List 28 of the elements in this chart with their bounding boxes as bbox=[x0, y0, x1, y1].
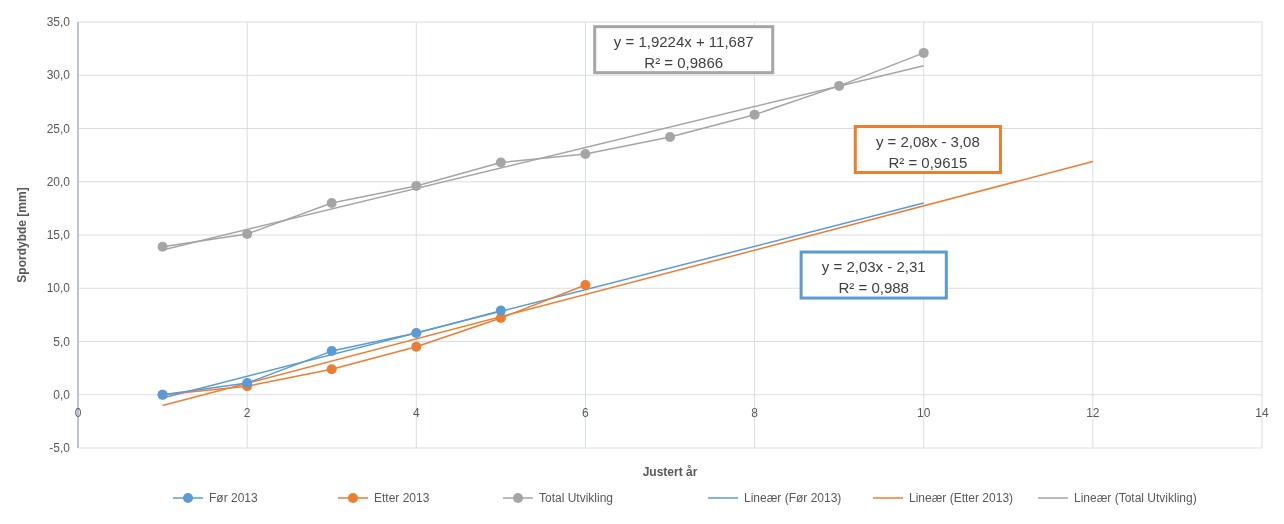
y-tick-label: -5,0 bbox=[49, 441, 71, 456]
legend-label: Total Utvikling bbox=[539, 491, 614, 506]
y-tick-label: 5,0 bbox=[53, 334, 71, 349]
x-tick-label: 10 bbox=[917, 405, 931, 420]
y-tick-label: 10,0 bbox=[46, 281, 71, 296]
x-tick-label: 6 bbox=[582, 405, 590, 420]
y-tick-label: 20,0 bbox=[46, 174, 71, 189]
annotation: y = 2,08x - 3,08 R² = 0,9615 bbox=[875, 132, 980, 171]
x-tick-label: 4 bbox=[412, 405, 420, 420]
legend-label: Før 2013 bbox=[209, 491, 259, 506]
annotation: y = 1,9224x + 11,687 R² = 0,9866 bbox=[613, 32, 754, 71]
legend-label: Lineær (Før 2013) bbox=[744, 491, 842, 506]
x-tick-label: 8 bbox=[751, 405, 759, 420]
x-tick-label: 12 bbox=[1086, 405, 1100, 420]
x-axis-title: Justert år bbox=[642, 465, 698, 479]
legend-label: Lineær (Total Utvikling) bbox=[1074, 491, 1197, 506]
y-axis-title: Spordybde [mm] bbox=[15, 187, 29, 283]
legend-label: Lineær (Etter 2013) bbox=[909, 491, 1014, 506]
y-tick-label: 35,0 bbox=[46, 15, 71, 30]
legend-label: Etter 2013 bbox=[374, 491, 430, 506]
y-tick-label: 0,0 bbox=[53, 387, 71, 402]
annotation: y = 2,03x - 2,31 R² = 0,988 bbox=[821, 258, 926, 297]
y-tick-label: 25,0 bbox=[46, 121, 71, 136]
x-tick-label: 2 bbox=[243, 405, 251, 420]
x-tick-label: 0 bbox=[74, 405, 82, 420]
y-tick-label: 15,0 bbox=[46, 228, 71, 243]
y-tick-label: 30,0 bbox=[46, 68, 71, 83]
x-tick-label: 14 bbox=[1255, 405, 1269, 420]
